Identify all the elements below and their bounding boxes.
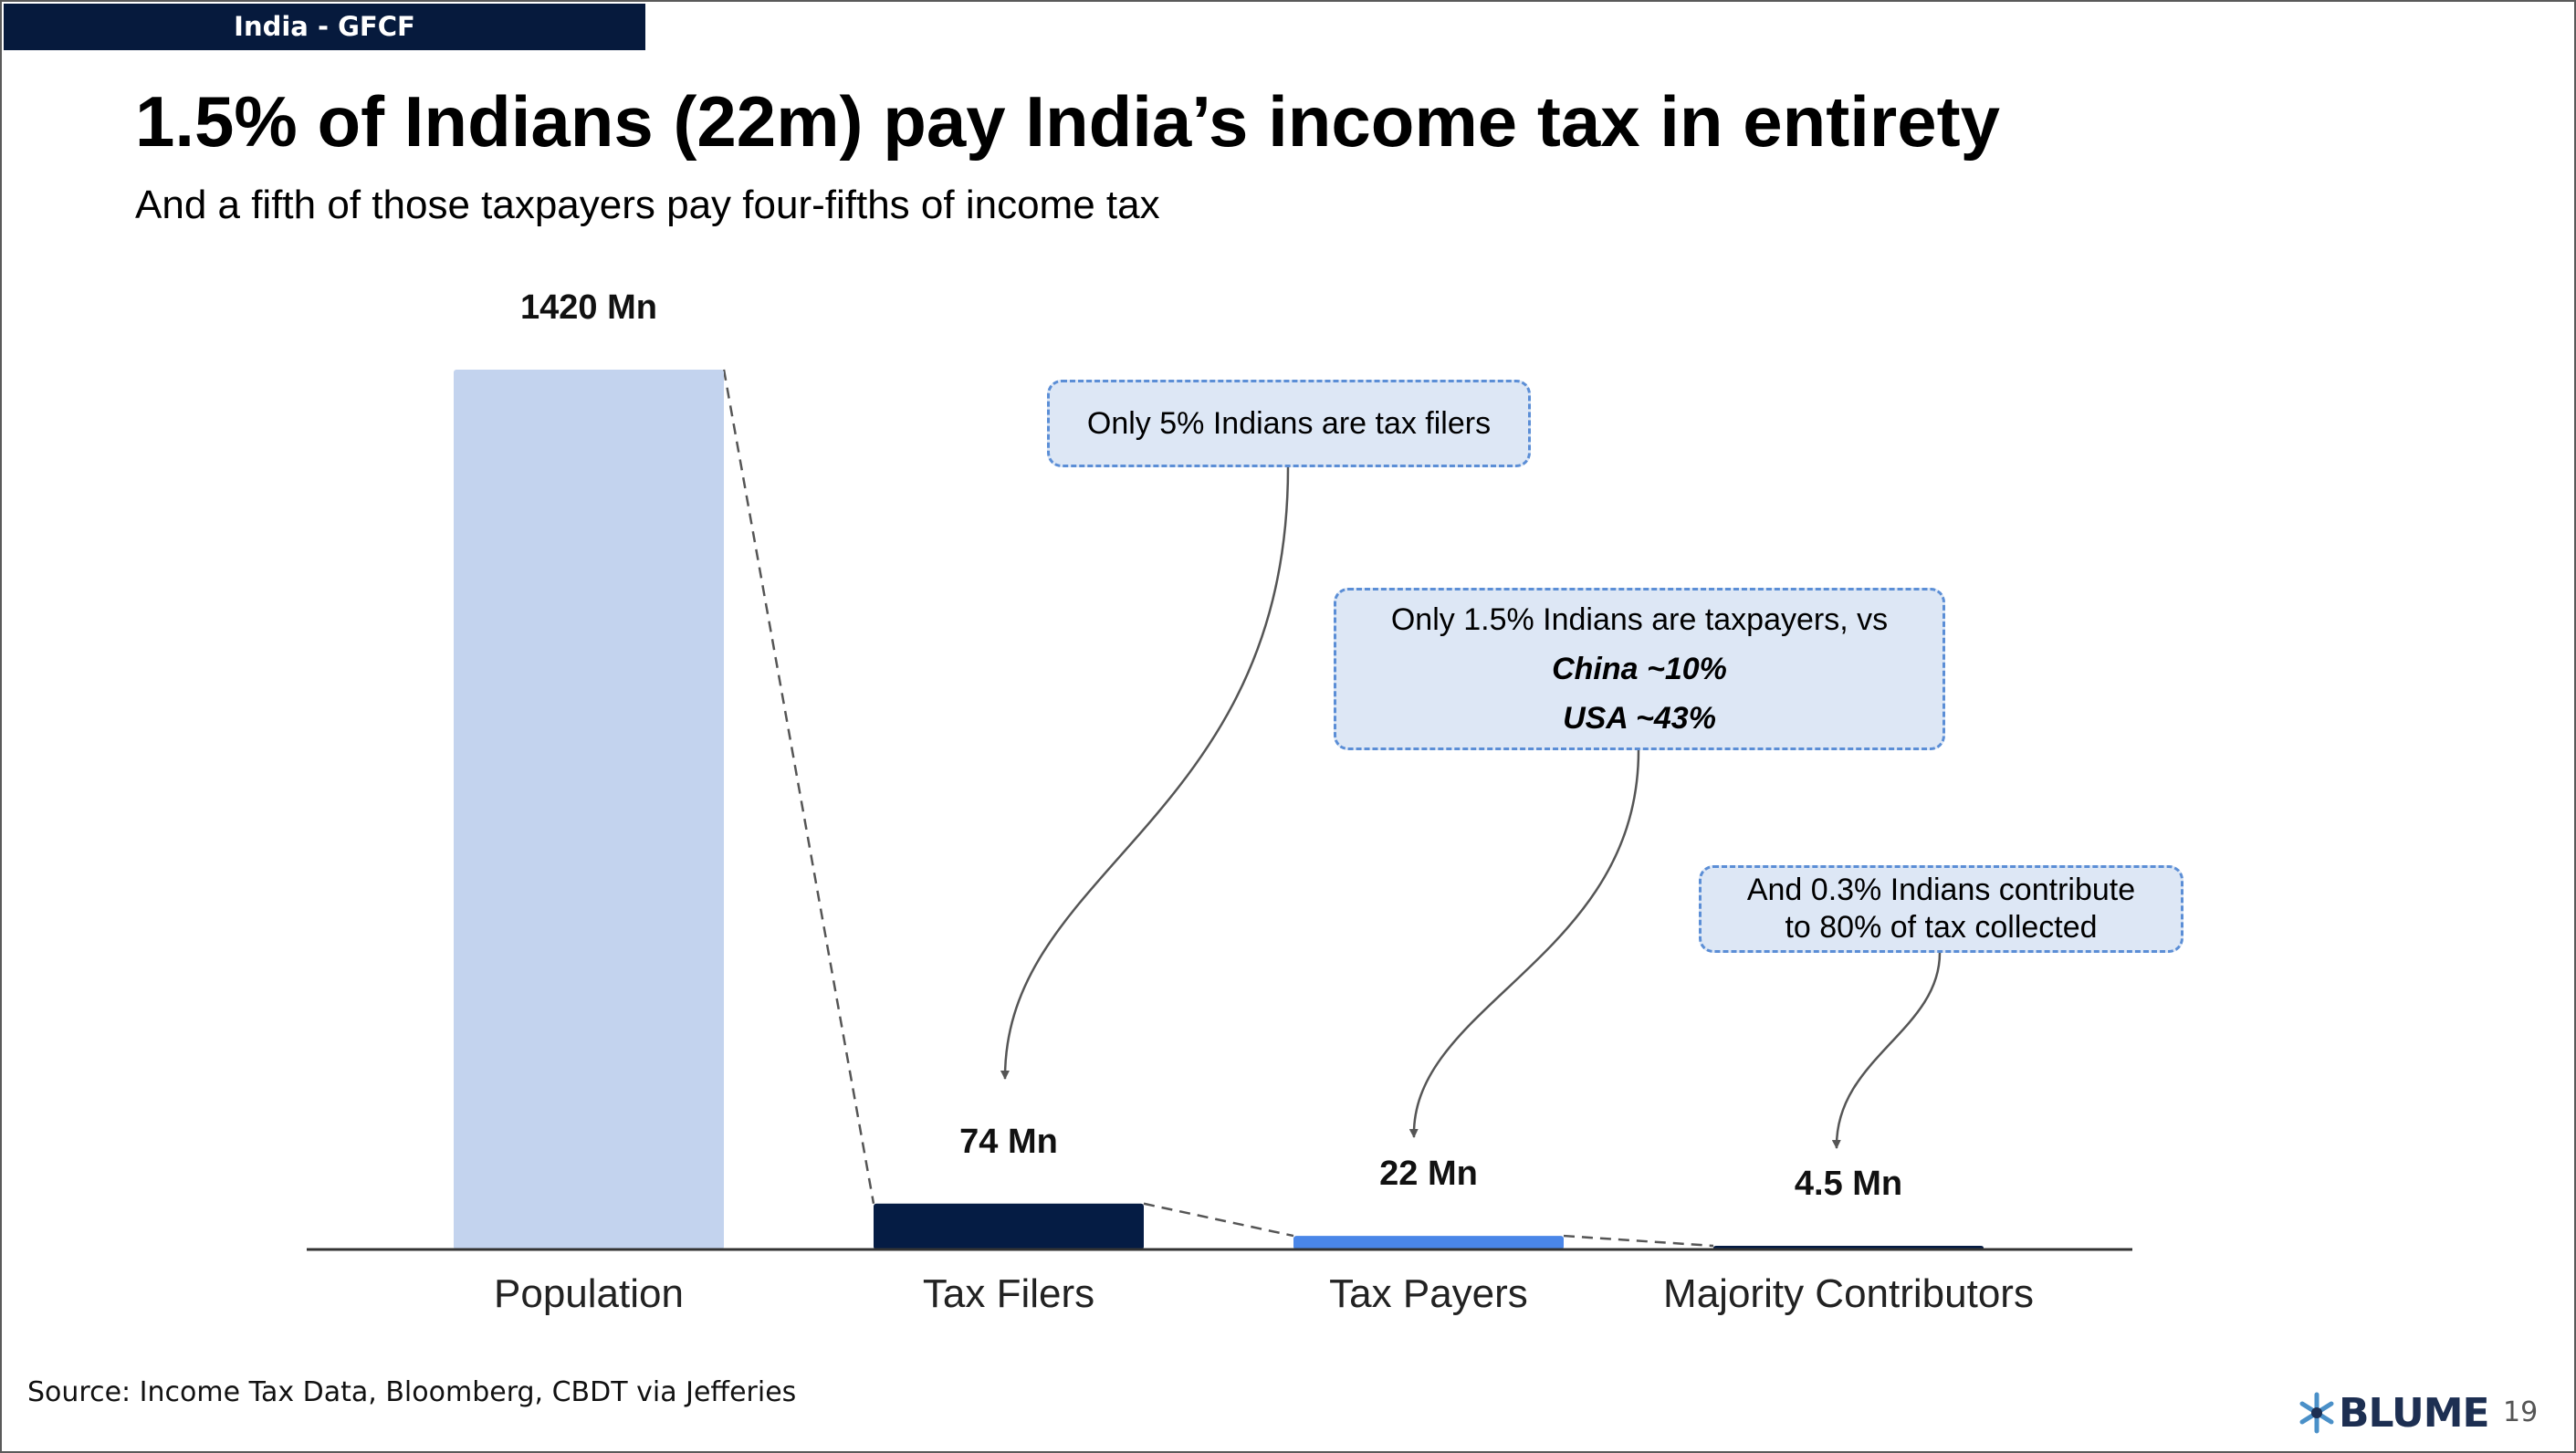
slide-title: 1.5% of Indians (22m) pay India’s income… (135, 81, 2001, 162)
category-labels: Population Tax Filers Tax Payers Majority C… (494, 1271, 2034, 1316)
blume-star-icon (2299, 1392, 2334, 1434)
category-label: Tax Payers (1329, 1271, 1528, 1316)
page-number: 19 (2503, 1396, 2539, 1428)
callout-arrow-contributors (1831, 952, 1942, 1149)
section-tag: India - GFCF (4, 4, 645, 50)
value-labels: 1420 Mn 74 Mn 22 Mn 4.5 Mn (520, 288, 1902, 1203)
callout-payers-china: China ~10% (1552, 652, 1727, 686)
logo-text: BLUME (2339, 1389, 2490, 1437)
source-note: Source: Income Tax Data, Bloomberg, CBDT… (27, 1376, 797, 1408)
blume-logo: BLUME (2299, 1385, 2490, 1440)
slide-subtitle: And a fifth of those taxpayers pay four-… (135, 183, 1160, 227)
callout-payers: Only 1.5% Indians are taxpayers, vs Chin… (1334, 588, 1945, 750)
category-label: Tax Filers (923, 1271, 1094, 1316)
connector-lines (722, 369, 1714, 1248)
bars (454, 370, 1984, 1249)
value-label: 74 Mn (959, 1123, 1058, 1161)
callout-contributors: And 0.3% Indians contribute to 80% of ta… (1699, 865, 2183, 953)
connector-line (1143, 1202, 1294, 1238)
category-label: Majority Contributors (1663, 1271, 2034, 1316)
connector-line (722, 369, 875, 1204)
callout-filers: Only 5% Indians are tax filers (1047, 380, 1531, 467)
callout-filers-text: Only 5% Indians are tax filers (1086, 405, 1492, 441)
category-label: Population (494, 1271, 684, 1316)
callout-arrow-filers (1000, 466, 1290, 1080)
value-label: 4.5 Mn (1795, 1165, 1902, 1203)
value-label: 1420 Mn (520, 288, 657, 327)
callout-contributors-line1: And 0.3% Indians contribute (1746, 873, 2136, 907)
connector-line (1563, 1234, 1714, 1248)
callout-arrow-payers (1408, 749, 1640, 1138)
callout-payers-line1: Only 1.5% Indians are taxpayers, vs (1390, 602, 1889, 637)
callout-payers-usa: USA ~43% (1563, 701, 1716, 736)
value-label: 22 Mn (1379, 1155, 1478, 1193)
bar-tax-filers (874, 1203, 1144, 1249)
bar-tax-payers (1293, 1236, 1564, 1249)
bar-population (454, 370, 724, 1249)
callout-contributors-line2: to 80% of tax collected (1785, 910, 2098, 945)
